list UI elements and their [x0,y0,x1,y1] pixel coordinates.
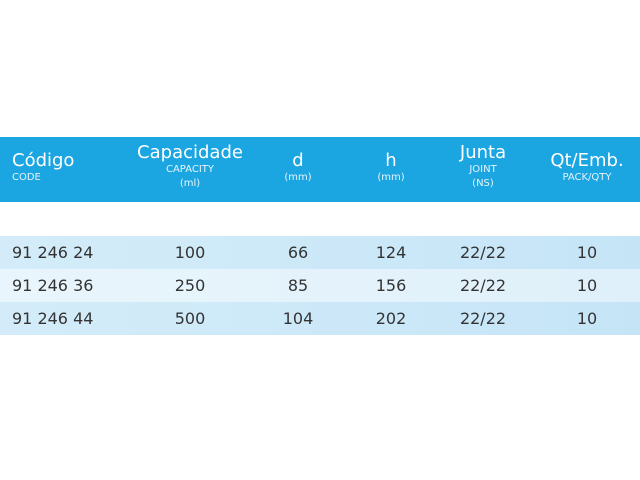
cell-d: 66 [287,243,309,262]
header-code-sublabel: CODE [12,172,41,183]
header-pack-qty-label: Qt/Emb. [550,150,624,171]
cell-capacity: 100 [174,243,206,262]
header-joint-unit: (NS) [472,178,494,189]
cell-d: 85 [287,276,309,295]
header-code-label: Código [12,150,75,171]
table-row: 91 246 44 500 104 202 22/22 10 [0,302,640,335]
header-capacity-unit: (ml) [179,178,201,189]
header-h: h (mm) [377,151,404,185]
header-d-unit: (mm) [284,172,312,183]
header-capacity: Capacidade CAPACITY (ml) [137,143,243,191]
cell-joint: 22/22 [459,276,507,295]
cell-code: 91 246 36 [12,276,94,295]
table-header: Código CODE Capacidade CAPACITY (ml) d (… [0,137,640,202]
header-capacity-label: Capacidade [137,142,243,163]
cell-h: 156 [375,276,407,295]
header-d: d (mm) [284,151,311,185]
header-capacity-sublabel: CAPACITY [165,164,215,175]
header-d-label: d [292,150,304,171]
header-pack-qty: Qt/Emb. PACK/QTY [550,151,623,185]
header-joint: Junta JOINT (NS) [460,143,506,191]
cell-capacity: 250 [174,276,206,295]
table-row: 91 246 36 250 85 156 22/22 10 [0,269,640,302]
header-joint-sublabel: JOINT [469,164,497,175]
header-pack-qty-sublabel: PACK/QTY [562,172,612,183]
cell-capacity: 500 [174,309,206,328]
header-joint-label: Junta [459,142,507,163]
cell-code: 91 246 44 [12,309,94,328]
table-row: 91 246 24 100 66 124 22/22 10 [0,236,640,269]
cell-code: 91 246 24 [12,243,94,262]
cell-joint: 22/22 [459,309,507,328]
cell-d: 104 [282,309,314,328]
cell-joint: 22/22 [459,243,507,262]
header-h-label: h [385,150,397,171]
cell-pack-qty: 10 [576,309,598,328]
cell-pack-qty: 10 [576,276,598,295]
header-code: Código CODE [12,151,74,185]
cell-h: 124 [375,243,407,262]
header-h-unit: (mm) [377,172,405,183]
cell-h: 202 [375,309,407,328]
cell-pack-qty: 10 [576,243,598,262]
